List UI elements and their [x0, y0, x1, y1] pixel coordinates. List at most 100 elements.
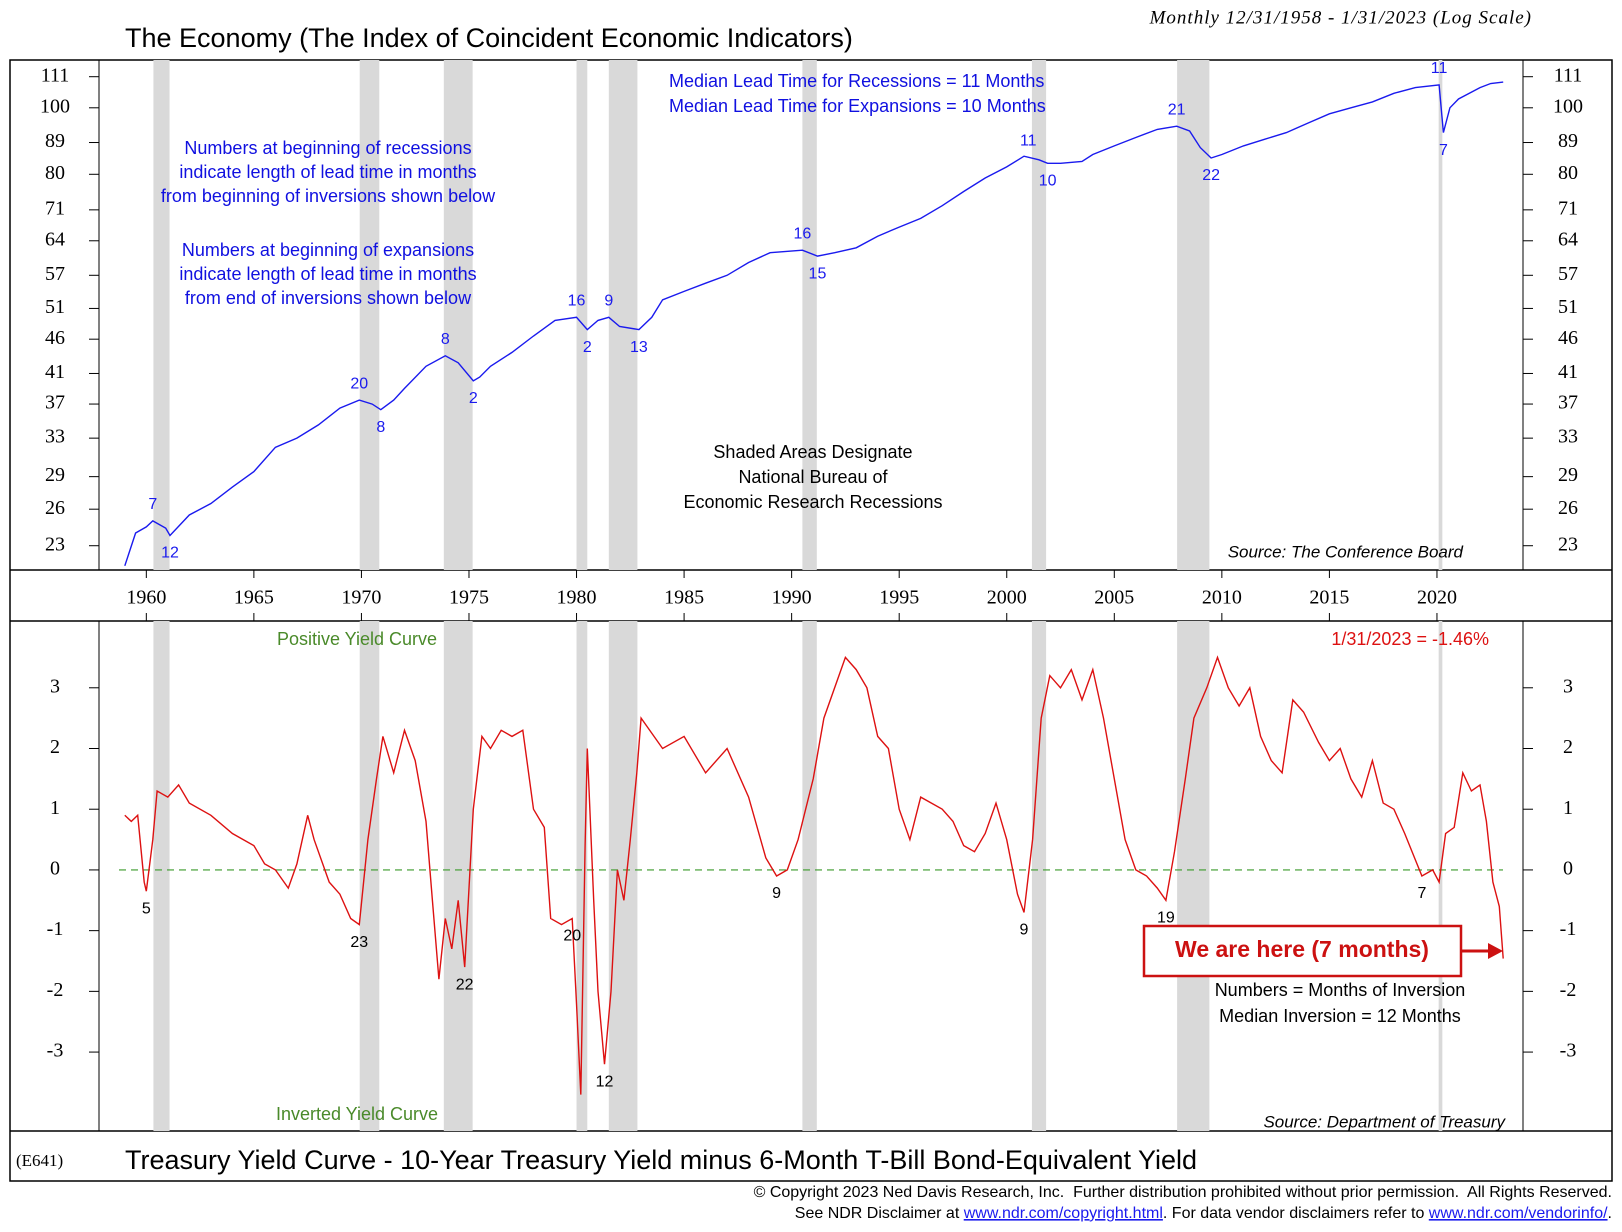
- annotation: 7: [148, 496, 157, 513]
- annotation: 15: [809, 265, 827, 282]
- recession-band: [1031, 621, 1047, 1131]
- link[interactable]: www.ndr.com/vendorinfo/: [1428, 1205, 1608, 1222]
- x-tick-label: 2000: [987, 587, 1027, 609]
- disclaimer-text: See NDR Disclaimer at: [795, 1205, 964, 1222]
- y-tick-label: 89: [1558, 130, 1578, 152]
- y-tick-label: 3: [50, 675, 60, 697]
- copyright: © Copyright 2023 Ned Davis Research, Inc…: [754, 1184, 1612, 1201]
- recession-band: [359, 60, 380, 570]
- note: indicate length of lead time in months: [179, 162, 476, 182]
- note: from end of inversions shown below: [185, 288, 472, 308]
- annotation: 2: [469, 390, 478, 407]
- annotation: 11: [1431, 60, 1448, 77]
- x-tick-label: 1980: [557, 587, 597, 609]
- y-tick-label: 26: [45, 497, 65, 519]
- chart-title: The Economy (The Index of Coincident Eco…: [125, 23, 853, 53]
- callout-arrowhead: [1488, 943, 1503, 959]
- y-tick-label: 89: [45, 130, 65, 152]
- annotation: 2: [583, 339, 592, 356]
- y-tick-label: 33: [45, 426, 65, 448]
- recession-band: [576, 621, 588, 1131]
- y-tick-label: 41: [45, 361, 65, 383]
- y-tick-label: 29: [1558, 464, 1578, 486]
- y-tick-label: 111: [41, 64, 70, 86]
- annotation: 11: [1020, 132, 1037, 149]
- y-tick-label: 1: [1563, 797, 1573, 819]
- annotation: 22: [1202, 167, 1220, 184]
- note: National Bureau of: [738, 467, 888, 487]
- data-line: [124, 655, 1504, 1095]
- last-value-label: 1/31/2023 = -1.46%: [1331, 629, 1489, 649]
- annotation: 8: [376, 419, 385, 436]
- note: indicate length of lead time in months: [179, 264, 476, 284]
- annotation: 13: [630, 339, 648, 356]
- x-tick-label: 2010: [1202, 587, 1242, 609]
- layer-fg: 7 12 20 8 8 2 16 2 9 13 16 15 11 10 21 22 11 7 Source: The…: [124, 60, 1504, 567]
- x-tick-label: 2020: [1417, 587, 1457, 609]
- annotation: 16: [793, 225, 811, 242]
- y-tick-label: 46: [45, 327, 65, 349]
- y-tick-label: -3: [1560, 1040, 1577, 1062]
- y-tick-label: -2: [1560, 979, 1577, 1001]
- y-tick-label: 33: [1558, 426, 1578, 448]
- annotation: 5: [142, 900, 151, 917]
- chart-subtitle: Monthly 12/31/1958 - 1/31/2023 (Log Scal…: [1149, 7, 1532, 28]
- y-tick-label: 80: [45, 162, 65, 184]
- note: Median Inversion = 12 Months: [1219, 1006, 1461, 1026]
- annotation: 7: [1439, 142, 1448, 159]
- y-tick-label: 29: [45, 464, 65, 486]
- annotation: 19: [1157, 910, 1175, 927]
- recession-band: [802, 60, 817, 570]
- y-tick-label: 3: [1563, 675, 1573, 697]
- y-tick-label: 37: [45, 392, 65, 414]
- y-tick-label: 37: [1558, 392, 1578, 414]
- annotation: 20: [563, 928, 581, 945]
- recession-band: [359, 621, 380, 1131]
- y-tick-label: 0: [1563, 858, 1573, 880]
- region-label: Positive Yield Curve: [277, 629, 437, 649]
- y-tick-label: 41: [1558, 361, 1578, 383]
- disclaimer: See NDR Disclaimer at www.ndr.com/copyri…: [795, 1205, 1612, 1222]
- y-tick-label: 1: [50, 797, 60, 819]
- y-tick-label: -2: [47, 979, 64, 1001]
- x-tick-label: 1960: [126, 587, 166, 609]
- recession-band: [1177, 60, 1210, 570]
- y-tick-label: 100: [40, 95, 70, 117]
- annotation: 22: [456, 976, 474, 993]
- y-tick-label: 71: [1558, 197, 1578, 219]
- y-tick-label: 23: [45, 533, 65, 555]
- layer-bg: [153, 60, 1443, 570]
- note: Numbers at beginning of expansions: [182, 240, 474, 260]
- annotation: 12: [161, 545, 179, 562]
- annotation: 9: [604, 293, 613, 310]
- annotation: 20: [350, 375, 368, 392]
- note: Shaded Areas Designate: [713, 442, 912, 462]
- y-tick-label: 2: [1563, 736, 1573, 758]
- callout-box: [1142, 924, 1463, 978]
- y-tick-label: 64: [45, 228, 65, 250]
- disclaimer-text: .: [1608, 1205, 1612, 1222]
- y-tick-label: 23: [1558, 533, 1578, 555]
- annotation: 12: [596, 1073, 614, 1090]
- y-tick-label: 51: [45, 296, 65, 318]
- annotation: 8: [441, 331, 450, 348]
- note: Median Lead Time for Recessions = 11 Mon…: [669, 71, 1044, 91]
- link[interactable]: www.ndr.com/copyright.html: [963, 1205, 1163, 1222]
- note: from beginning of inversions shown below: [161, 186, 496, 206]
- y-tick-label: 46: [1558, 327, 1578, 349]
- y-tick-label: 57: [1558, 263, 1578, 285]
- annotation: 21: [1168, 101, 1186, 118]
- source: Source: The Conference Board: [1228, 542, 1464, 561]
- y-tick-label: 111: [1554, 64, 1583, 86]
- recession-band: [443, 621, 473, 1131]
- x-tick-label: 1975: [449, 587, 489, 609]
- chart-title: Treasury Yield Curve - 10-Year Treasury …: [125, 1145, 1197, 1175]
- y-tick-label: 100: [1553, 95, 1583, 117]
- recession-band: [1031, 60, 1047, 570]
- callout: We are here (7 months): [1175, 936, 1429, 962]
- recession-band: [608, 60, 638, 570]
- recession-band: [1177, 621, 1210, 1131]
- x-tick-label: 1995: [879, 587, 919, 609]
- chart-code: (E641): [16, 1151, 63, 1170]
- recession-band: [153, 60, 170, 570]
